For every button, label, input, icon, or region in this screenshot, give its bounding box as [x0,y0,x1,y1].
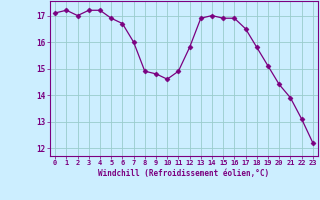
X-axis label: Windchill (Refroidissement éolien,°C): Windchill (Refroidissement éolien,°C) [99,169,269,178]
